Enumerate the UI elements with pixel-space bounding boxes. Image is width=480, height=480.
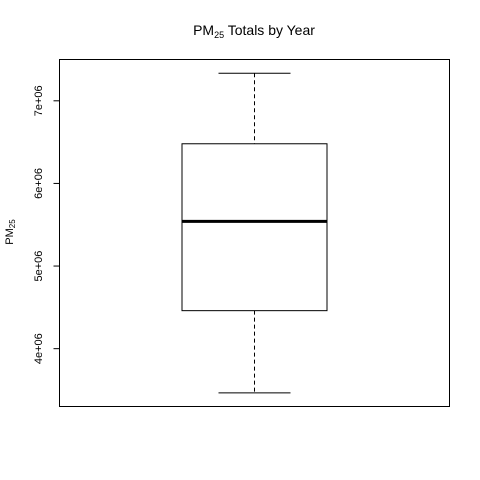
chart-title-rest: Totals by Year (224, 22, 315, 38)
y-axis-label-main: PM (4, 228, 16, 245)
y-tick-label: 5e+06 (33, 251, 45, 282)
y-tick-label: 6e+06 (33, 168, 45, 199)
chart-title-main: PM (193, 22, 214, 38)
chart-title-subscript: 25 (214, 30, 224, 40)
y-axis-label-subscript: 25 (8, 219, 17, 228)
interquartile-box (182, 144, 327, 311)
y-tick-label: 7e+06 (33, 85, 45, 116)
y-tick-label: 4e+06 (33, 333, 45, 364)
chart-title: PM25 Totals by Year (193, 22, 315, 40)
